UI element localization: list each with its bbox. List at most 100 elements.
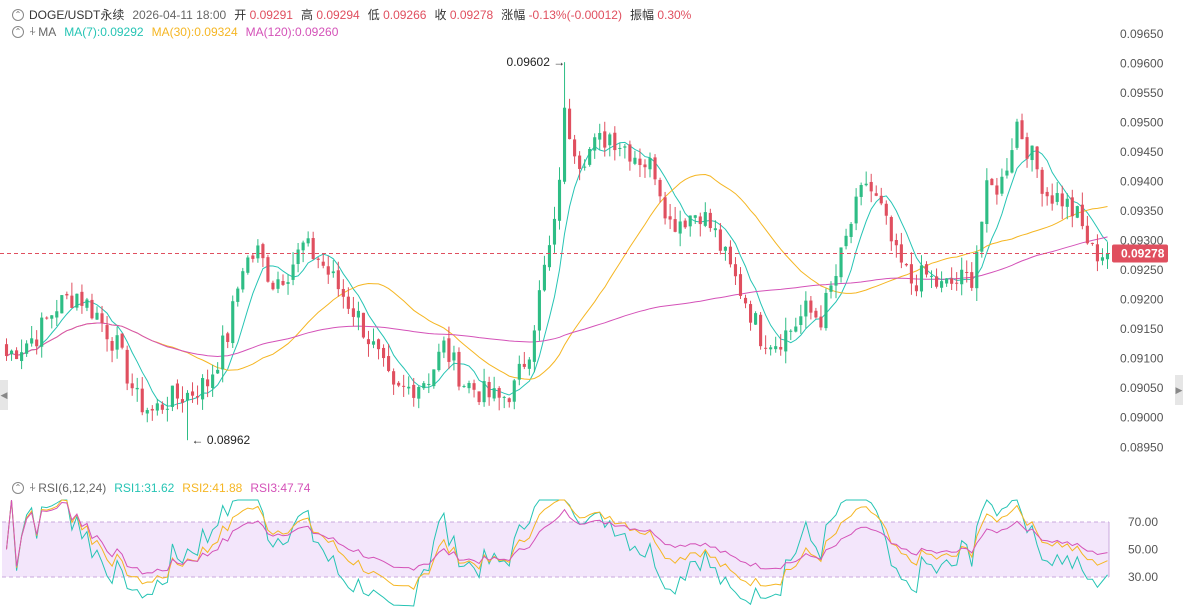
candle-down [150, 408, 154, 411]
candle-down [935, 276, 939, 287]
candle-up [688, 215, 692, 227]
collapse-chevron-icon[interactable]: ⌃ [12, 25, 24, 38]
candle-down [965, 271, 969, 273]
candle-down [638, 158, 642, 166]
collapse-chevron-icon[interactable]: ⌃ [12, 481, 24, 494]
candle-up [1005, 170, 1009, 176]
candle-down [130, 383, 134, 389]
candle-down [869, 181, 873, 192]
candle-down [402, 385, 406, 387]
candle-up [1015, 121, 1019, 148]
candle-up [537, 290, 541, 331]
candle-up [502, 396, 506, 398]
ma30-value: MA(30):0.09324 [151, 24, 238, 39]
candle-up [985, 180, 989, 225]
candle-up [1065, 198, 1069, 207]
candle-down [1050, 195, 1054, 204]
price-axis: 0.09650 0.09600 0.09550 0.09500 0.09450 0.094… [1120, 27, 1164, 454]
price-tick-label: 0.09150 [1120, 322, 1164, 336]
candle-up [301, 242, 305, 251]
candle-up [980, 221, 984, 252]
candle-down [909, 264, 913, 284]
candle-up [442, 340, 446, 353]
candle-up [422, 383, 426, 389]
candle-down [251, 255, 255, 259]
moving-average-lines [6, 141, 1108, 407]
candle-down [226, 333, 230, 343]
candle-down [668, 216, 672, 220]
candle-down [573, 139, 577, 157]
candle-down [673, 219, 677, 232]
bell-icon[interactable]: ⍭ [29, 24, 37, 38]
candle-down [70, 295, 74, 308]
candle-down [1045, 191, 1049, 197]
candle-up [618, 147, 622, 149]
candle-up [427, 383, 431, 385]
candle-up [784, 330, 788, 352]
candle-up [829, 285, 833, 292]
candle-down [718, 229, 722, 251]
ma7-value: MA(7):0.09292 [64, 24, 144, 39]
low-marker-label: ← 0.08962 [191, 433, 250, 447]
open-label: 开 [234, 8, 247, 22]
candle-up [407, 386, 411, 389]
candle-down [995, 185, 999, 195]
candle-up [547, 245, 552, 268]
candle-down [15, 350, 19, 360]
candle-up [975, 251, 979, 289]
candle-up [306, 238, 310, 244]
candle-up [211, 374, 215, 388]
candle-down [346, 296, 350, 309]
price-tick-label: 0.09100 [1120, 352, 1164, 366]
candle-up [145, 410, 149, 414]
candle-down [341, 288, 345, 297]
change-value: -0.13%(-0.00012) [528, 7, 622, 22]
bell-icon[interactable]: ⍭ [29, 480, 37, 494]
candle-up [794, 326, 798, 332]
candle-up [1010, 150, 1014, 173]
open-value: 0.09291 [249, 7, 293, 22]
candle-up [929, 275, 934, 277]
candle-down [316, 258, 320, 260]
candle-down [472, 383, 476, 390]
price-tick-label: 0.09050 [1120, 381, 1164, 395]
candle-up [9, 350, 14, 355]
ma7-line [6, 141, 1108, 407]
candle-up [286, 282, 290, 284]
amplitude-value: 0.30% [657, 7, 692, 22]
candle-up [231, 301, 235, 344]
candle-up [542, 264, 546, 291]
collapse-chevron-icon[interactable]: ⌃ [12, 8, 24, 21]
ma-title: MA [38, 24, 57, 39]
price-tick-label: 0.09600 [1120, 56, 1164, 70]
candle-up [50, 315, 54, 319]
candle-down [924, 264, 929, 275]
candle-down [507, 398, 511, 403]
candle-up [30, 338, 34, 344]
candle-down [160, 404, 164, 410]
candle-down [392, 371, 396, 385]
scroll-right-icon[interactable]: ▶ [1175, 375, 1183, 405]
scroll-left-icon[interactable]: ◀ [0, 380, 8, 410]
candle-down [990, 178, 994, 186]
candle-up [221, 335, 225, 370]
close-value: 0.09278 [449, 7, 494, 22]
candle-down [613, 132, 617, 151]
price-tick-label: 0.09500 [1120, 115, 1164, 129]
low-value: 0.09266 [383, 7, 427, 22]
candle-down [653, 157, 657, 180]
candle-down [1040, 169, 1044, 194]
ma120-line [6, 236, 1108, 358]
candle-down [175, 383, 179, 399]
candle-down [708, 212, 712, 229]
candlesticks[interactable] [4, 62, 1110, 441]
candle-up [608, 134, 612, 146]
candle-up [437, 351, 441, 371]
candle-up [296, 249, 300, 265]
candle-down [728, 246, 732, 265]
candle-up [20, 352, 24, 362]
rsi-axis: 70.00 50.00 30.00 [1128, 515, 1158, 584]
candle-up [517, 363, 521, 380]
candle-down [90, 299, 94, 319]
symbol-name: DOGE/USDT永续 [29, 8, 125, 22]
